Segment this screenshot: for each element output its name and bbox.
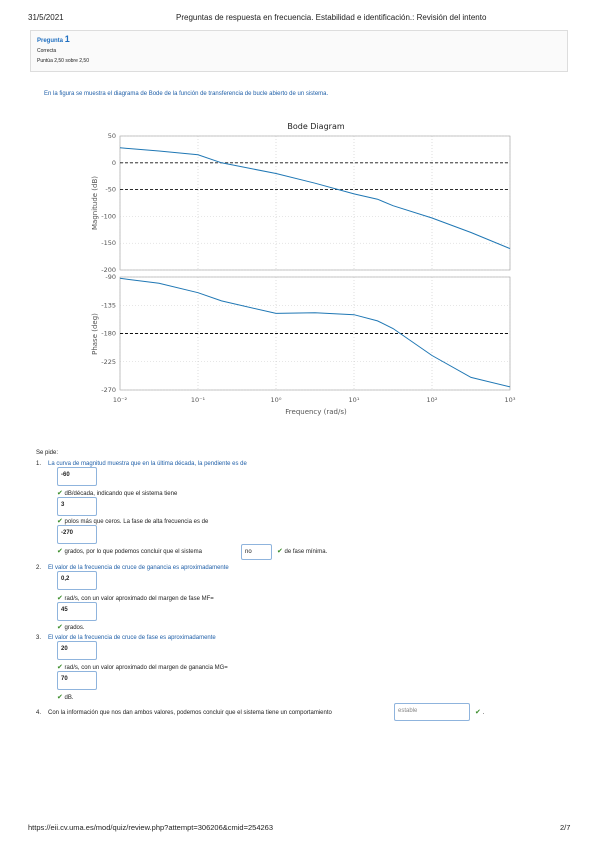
item-number: 2. (36, 565, 42, 571)
item-number: 4. (36, 710, 42, 716)
x-axis-label: Frequency (rad/s) (285, 408, 347, 416)
y-tick-label: 50 (108, 132, 116, 140)
answer-box: 0,2 (57, 571, 97, 590)
check: ✔ (57, 624, 63, 631)
item-tail: dB. (64, 695, 74, 701)
y-tick-label: -50 (105, 186, 116, 194)
page-number: 2/7 (560, 823, 571, 832)
answer-box: estable (394, 703, 470, 721)
answer-box: -60 (57, 467, 97, 486)
item-number: 1. (36, 461, 42, 467)
question-word: Pregunta (37, 38, 64, 44)
item-tail: . (482, 710, 485, 716)
y-tick-label: 0 (112, 159, 116, 167)
figure-title: Bode Diagram (287, 122, 344, 131)
item-text: rad/s, con un valor aproximado del marge… (64, 665, 228, 671)
check: ✔ (57, 548, 63, 555)
answer-select: no (241, 544, 272, 560)
x-tick-label: 10⁻² (113, 396, 128, 404)
y-tick-label: -180 (101, 330, 116, 338)
date: 31/5/2021 (28, 13, 64, 22)
y-tick-label: -225 (101, 358, 116, 366)
intro: En la figura se muestra el diagrama de B… (44, 91, 329, 97)
question-label: Pregunta 1 (37, 35, 70, 45)
magnitude-curve (119, 147, 511, 250)
item-text: Con la información que nos dan ambos val… (48, 710, 332, 716)
x-tick-label: 10¹ (349, 396, 360, 404)
y-tick-label: -270 (101, 386, 116, 394)
item-number: 3. (36, 635, 42, 641)
question-number: 1 (64, 34, 70, 44)
task-intro: Se pide: (36, 450, 59, 456)
x-tick-label: 10³ (505, 396, 516, 404)
plot-frame (119, 135, 511, 271)
item-text: polos más que ceros. La fase de alta fre… (64, 519, 209, 525)
state: Correcta (37, 48, 57, 54)
item-text: rad/s, con un valor aproximado del marge… (64, 596, 214, 602)
y-tick-label: -90 (105, 273, 116, 281)
x-tick-label: 10² (427, 396, 438, 404)
y-axis-label: Phase (deg) (91, 313, 99, 355)
phase-curve (119, 277, 511, 388)
y-tick-label: -200 (101, 266, 116, 274)
check: ✔ (57, 595, 63, 602)
answer-box: 45 (57, 602, 97, 621)
check: ✔ (57, 518, 63, 525)
check: ✔ (57, 490, 63, 497)
answer-box: 3 (57, 497, 97, 516)
y-tick-label: -150 (101, 239, 116, 247)
footer-url: https://eii.cv.uma.es/mod/quiz/review.ph… (28, 823, 274, 832)
check: ✔ (475, 709, 481, 716)
answer-box: -270 (57, 525, 97, 544)
answer-box: 20 (57, 641, 97, 660)
check: ✔ (57, 664, 63, 671)
x-tick-label: 10⁻¹ (191, 396, 206, 404)
y-axis-label: Magnitude (dB) (91, 176, 99, 230)
x-tick-label: 10⁰ (271, 396, 282, 404)
item-text: grados, por lo que podemos concluir que … (64, 549, 202, 555)
item-tail: grados. (64, 625, 85, 631)
y-tick-label: -135 (101, 301, 116, 309)
item-text: La curva de magnitud muestra que en la ú… (48, 461, 247, 467)
item-text: El valor de la frecuencia de cruce de fa… (48, 635, 216, 641)
item-tail: de fase mínima. (284, 549, 328, 555)
page-title: Preguntas de respuesta en frecuencia. Es… (176, 13, 487, 22)
info-box: Pregunta 1 Correcta Puntúa 2,50 sobre 2,… (30, 30, 568, 72)
y-tick-label: -100 (101, 212, 116, 220)
item-text: dB/década, indicando que el sistema tien… (64, 491, 178, 497)
item-text: El valor de la frecuencia de cruce de ga… (48, 565, 229, 571)
grade: Puntúa 2,50 sobre 2,50 (37, 58, 89, 64)
check: ✔ (277, 548, 283, 555)
answer-box: 70 (57, 671, 97, 690)
check: ✔ (57, 694, 63, 701)
